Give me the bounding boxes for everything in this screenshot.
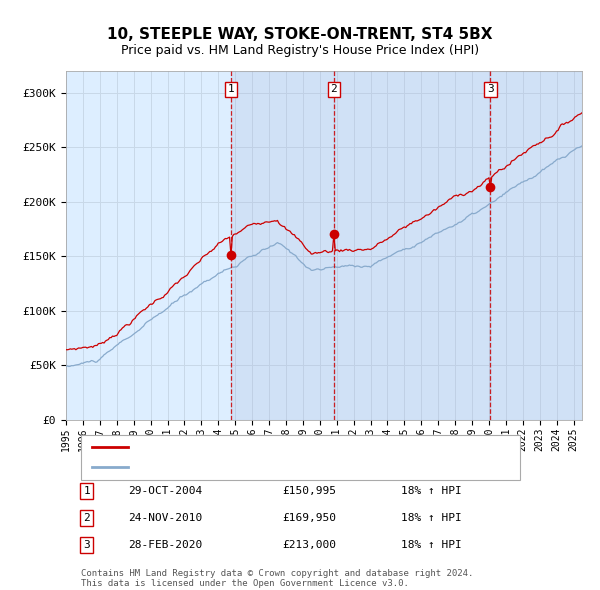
Text: 18% ↑ HPI: 18% ↑ HPI bbox=[401, 513, 462, 523]
Text: 24-NOV-2010: 24-NOV-2010 bbox=[128, 513, 202, 523]
Text: 10, STEEPLE WAY, STOKE-ON-TRENT, ST4 5BX: 10, STEEPLE WAY, STOKE-ON-TRENT, ST4 5BX bbox=[107, 27, 493, 41]
Text: 10, STEEPLE WAY, STOKE-ON-TRENT, ST4 5BX (detached house): 10, STEEPLE WAY, STOKE-ON-TRENT, ST4 5BX… bbox=[138, 441, 494, 451]
Text: 29-OCT-2004: 29-OCT-2004 bbox=[128, 486, 202, 496]
Text: £150,995: £150,995 bbox=[283, 486, 337, 496]
Text: 1: 1 bbox=[227, 84, 235, 94]
Text: Price paid vs. HM Land Registry's House Price Index (HPI): Price paid vs. HM Land Registry's House … bbox=[121, 44, 479, 57]
Text: 18% ↑ HPI: 18% ↑ HPI bbox=[401, 540, 462, 550]
Text: 3: 3 bbox=[83, 540, 90, 550]
Text: £213,000: £213,000 bbox=[283, 540, 337, 550]
Text: 18% ↑ HPI: 18% ↑ HPI bbox=[401, 486, 462, 496]
Text: 2: 2 bbox=[331, 84, 337, 94]
FancyBboxPatch shape bbox=[82, 435, 520, 480]
Text: 2: 2 bbox=[83, 513, 90, 523]
Text: Contains HM Land Registry data © Crown copyright and database right 2024.
This d: Contains HM Land Registry data © Crown c… bbox=[82, 569, 474, 588]
Text: HPI: Average price, detached house, Stoke-on-Trent: HPI: Average price, detached house, Stok… bbox=[138, 462, 451, 472]
Text: 1: 1 bbox=[83, 486, 90, 496]
Text: 3: 3 bbox=[487, 84, 494, 94]
Text: £169,950: £169,950 bbox=[283, 513, 337, 523]
Bar bbox=[490, 71, 582, 419]
Bar bbox=[231, 71, 334, 419]
Bar bbox=[334, 71, 490, 419]
Text: 28-FEB-2020: 28-FEB-2020 bbox=[128, 540, 202, 550]
